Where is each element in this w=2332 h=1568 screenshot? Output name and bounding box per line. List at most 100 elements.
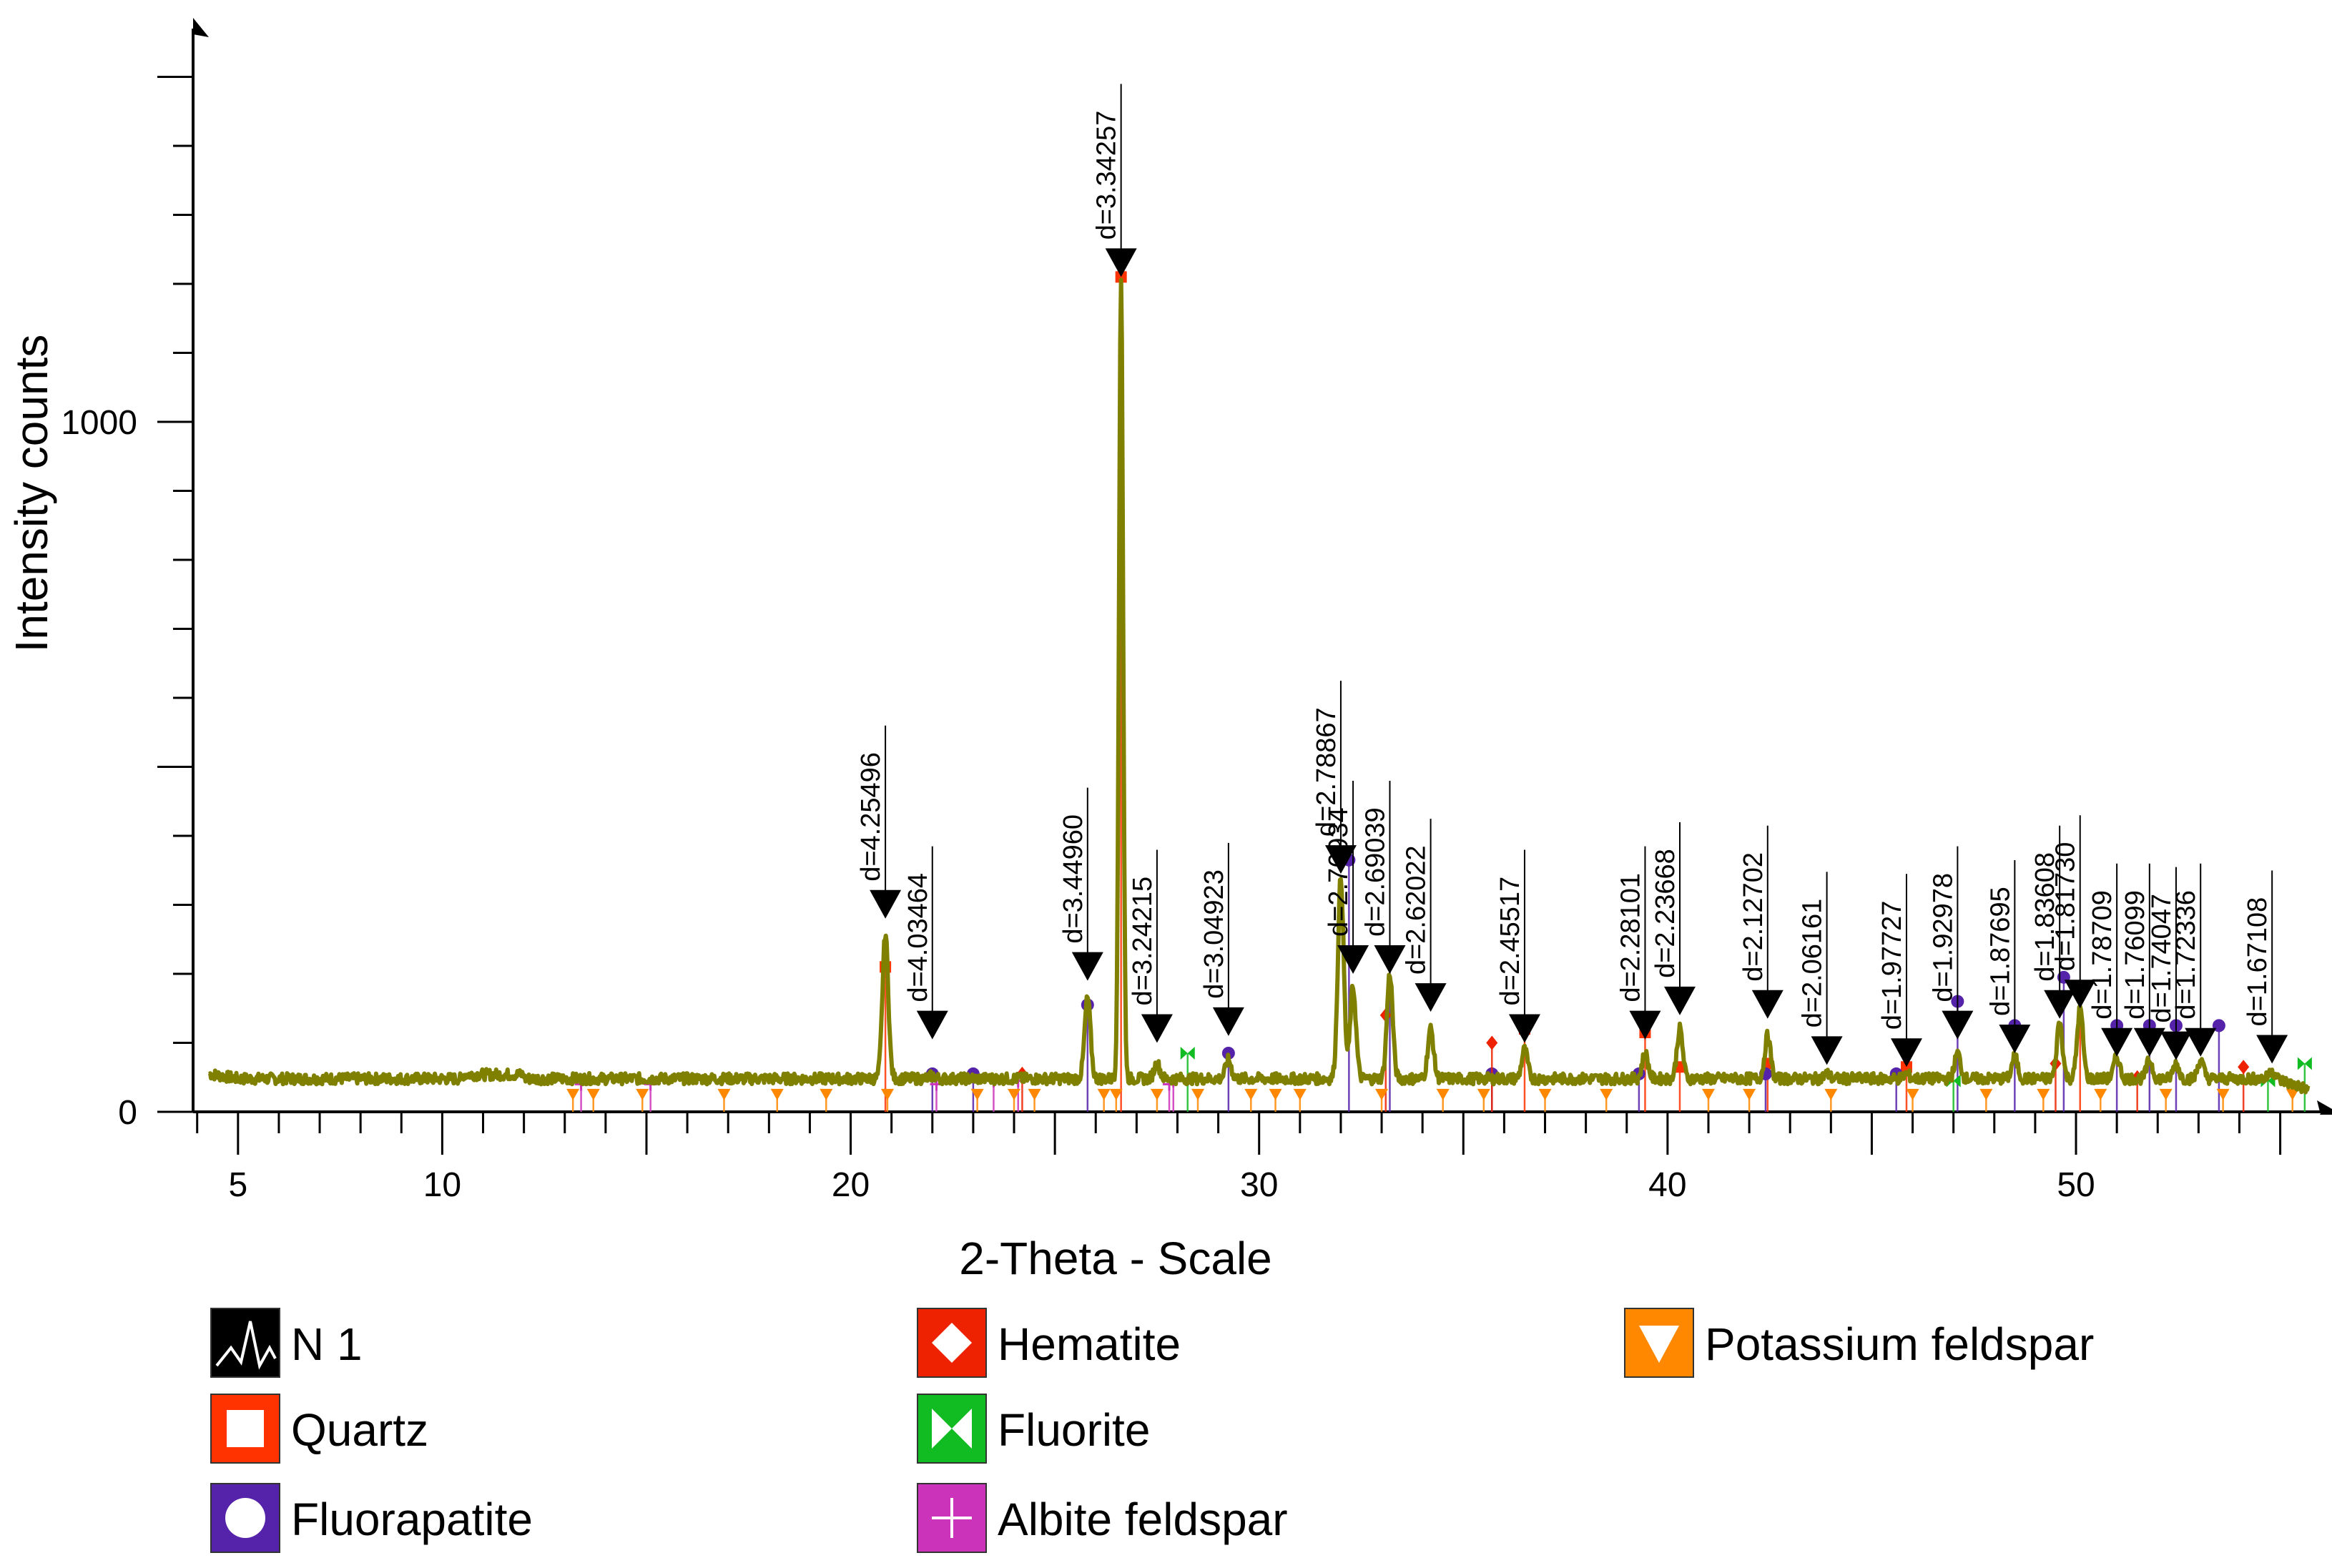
peak-d-label: d=4.25496 — [856, 752, 886, 882]
peak-marker-triangle — [870, 889, 902, 919]
potassium-feldspar-marker — [1436, 1088, 1450, 1100]
bowtie-icon — [932, 1409, 952, 1449]
peak-marker-triangle — [916, 1010, 948, 1040]
peak-labels-layer: d=4.25496 d=4.03464 d=3.44960 d=3.34257 d=3.… — [856, 84, 2288, 1067]
peak-d-label: d=1.67108 — [2243, 897, 2273, 1027]
peak-annotation: d=1.72336 — [2171, 863, 2217, 1057]
peak-marker-triangle — [1374, 945, 1406, 974]
peak-annotation: d=1.87695 — [1985, 859, 2031, 1053]
peak-d-label: d=2.06161 — [1798, 899, 1828, 1028]
diffraction-line — [207, 277, 2311, 1095]
peak-d-label: d=1.78709 — [2087, 890, 2117, 1020]
peak-marker-triangle — [1999, 1024, 2031, 1053]
legend-item: Hematite — [917, 1308, 1181, 1378]
legend-label: Quartz — [291, 1404, 428, 1456]
potassium-feldspar-marker — [1906, 1088, 1919, 1100]
potassium-feldspar-marker — [1743, 1088, 1756, 1100]
legend-item: N 1 — [210, 1308, 363, 1378]
peak-marker-triangle — [1751, 990, 1784, 1019]
peak-d-label: d=1.92978 — [1928, 873, 1958, 1002]
peak-marker-triangle — [2256, 1035, 2288, 1064]
potassium-feldspar-marker — [1538, 1088, 1552, 1100]
y-axis-arrow — [193, 18, 209, 37]
potassium-feldspar-marker — [1097, 1088, 1111, 1100]
potassium-feldspar-marker — [880, 1088, 894, 1100]
peak-annotation: d=1.97727 — [1877, 874, 1922, 1067]
potassium-feldspar-marker — [1979, 1088, 1993, 1100]
x-tick-label: 40 — [1648, 1166, 1686, 1204]
peak-marker-triangle — [2185, 1027, 2217, 1057]
peak-annotation: d=2.23668 — [1650, 822, 1696, 1015]
peak-marker-triangle — [2133, 1027, 2165, 1057]
peak-marker-triangle — [1508, 1014, 1540, 1043]
peak-d-label: d=2.76934 — [1324, 807, 1354, 937]
peak-marker-triangle — [1415, 983, 1447, 1012]
fluorite-marker — [1180, 1046, 1188, 1060]
peak-d-label: d=2.69039 — [1360, 807, 1390, 937]
peak-d-label: d=2.78867 — [1312, 707, 1342, 837]
x-tick-label: 30 — [1240, 1166, 1278, 1204]
peak-d-label: d=1.72336 — [2171, 890, 2201, 1020]
peak-marker-triangle — [1629, 1010, 1661, 1040]
peak-d-label: d=2.28101 — [1615, 873, 1645, 1002]
plus-icon — [932, 1498, 972, 1538]
peak-d-label: d=1.87695 — [1985, 887, 2015, 1016]
potassium-feldspar-marker — [1150, 1088, 1163, 1100]
peak-marker-triangle — [1324, 845, 1357, 874]
peak-annotation: d=4.03464 — [903, 846, 948, 1040]
legend: N 1 Quartz Fluorapatite Hematite Fluorite Alb… — [210, 1308, 2094, 1553]
peak-marker-triangle — [1071, 952, 1103, 981]
peak-marker-triangle — [1811, 1036, 1843, 1065]
peak-annotation: d=1.92978 — [1928, 846, 1974, 1040]
peak-annotation: d=1.67108 — [2243, 870, 2288, 1064]
peak-d-label: d=3.44960 — [1058, 814, 1088, 944]
fluorite-marker — [1953, 1074, 1961, 1088]
potassium-feldspar-marker — [1701, 1088, 1715, 1100]
potassium-feldspar-marker — [1244, 1088, 1258, 1100]
peak-annotation: d=1.83608 — [2030, 825, 2076, 1019]
potassium-feldspar-marker — [2094, 1088, 2107, 1100]
peak-annotation: d=3.04923 — [1199, 842, 1244, 1036]
peak-annotation: d=2.78867 — [1312, 681, 1357, 874]
peak-marker-triangle — [2101, 1027, 2133, 1057]
square-icon — [227, 1410, 264, 1447]
peak-marker-triangle — [1212, 1007, 1244, 1036]
peak-annotation: d=2.28101 — [1615, 846, 1661, 1040]
potassium-feldspar-marker — [1191, 1088, 1205, 1100]
peak-d-label: d=1.76099 — [2120, 890, 2150, 1020]
zigzag-icon — [215, 1321, 277, 1370]
fluorite-marker — [2304, 1057, 2312, 1070]
peak-annotation: d=3.44960 — [1058, 787, 1103, 981]
diamond-icon — [932, 1323, 972, 1363]
triangle-down-icon — [1639, 1326, 1679, 1363]
peak-marker-triangle — [1337, 945, 1369, 974]
y-tick-label: 0 — [118, 1094, 137, 1132]
potassium-feldspar-marker — [1375, 1088, 1389, 1100]
potassium-feldspar-marker — [1109, 1088, 1123, 1100]
peak-annotation: d=2.69039 — [1360, 781, 1406, 974]
hematite-marker — [1486, 1035, 1498, 1050]
circle-icon — [225, 1498, 265, 1538]
potassium-feldspar-marker — [566, 1088, 580, 1100]
legend-label: Albite feldspar — [998, 1494, 1288, 1545]
x-tick-label: 50 — [2057, 1166, 2095, 1204]
peak-annotation: d=4.25496 — [856, 725, 902, 919]
legend-item: Potassium feldspar — [1624, 1308, 2094, 1378]
legend-item: Fluorapatite — [210, 1483, 533, 1553]
potassium-feldspar-marker — [636, 1088, 649, 1100]
potassium-feldspar-marker — [2216, 1088, 2230, 1100]
peak-d-label: d=3.04923 — [1199, 869, 1229, 999]
peak-annotation: d=1.76099 — [2120, 863, 2165, 1057]
peak-d-label: d=3.34257 — [1092, 111, 1122, 240]
hematite-marker — [2238, 1060, 2250, 1075]
peak-d-label: d=1.74047 — [2147, 894, 2177, 1023]
legend-label: Potassium feldspar — [1705, 1318, 2094, 1370]
legend-label: Hematite — [998, 1318, 1181, 1370]
potassium-feldspar-marker — [2286, 1088, 2299, 1100]
peak-annotation: d=2.12702 — [1738, 825, 1784, 1019]
peak-annotation: d=2.06161 — [1798, 872, 1843, 1065]
peak-d-label: d=4.03464 — [903, 873, 933, 1002]
x-tick-label: 10 — [423, 1166, 461, 1204]
peak-annotation: d=1.78709 — [2087, 863, 2133, 1057]
